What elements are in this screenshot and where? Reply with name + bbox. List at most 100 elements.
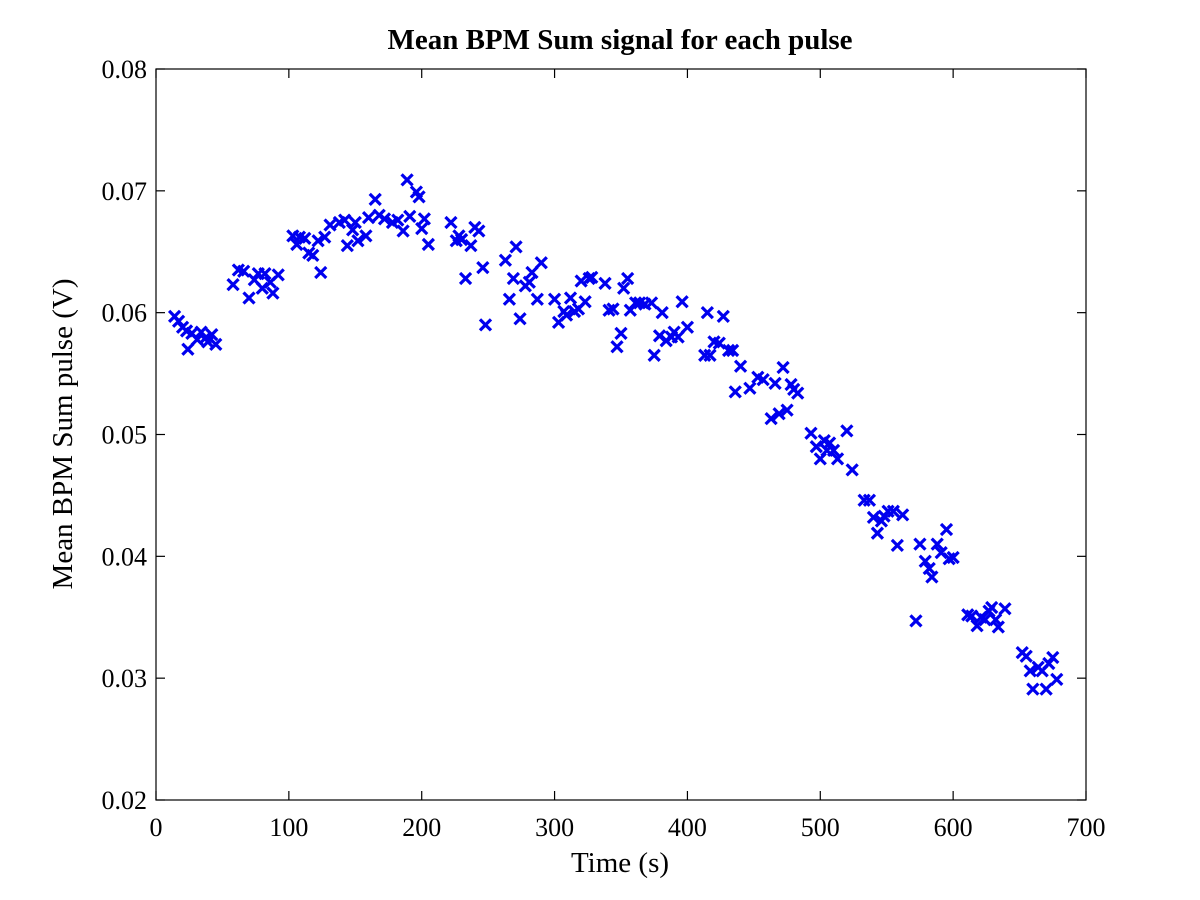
y-tick-label: 0.05 [102,421,148,450]
data-point [866,510,881,524]
data-point [226,278,240,292]
data-points [167,173,1064,696]
y-tick-label: 0.04 [102,542,148,571]
data-point [345,223,360,237]
data-point [985,600,999,615]
data-point [1046,650,1060,665]
x-axis-label: Time (s) [571,847,669,879]
x-tick-label: 100 [269,813,308,842]
x-tick-label: 600 [934,813,973,842]
x-tick-label: 700 [1067,813,1106,842]
data-point [700,306,714,320]
data-point [298,231,312,245]
data-point [513,312,527,326]
data-point [680,320,695,334]
data-point [498,253,513,267]
y-tick-label: 0.07 [102,177,148,206]
data-point [644,296,659,310]
data-point [417,212,432,226]
data-point [559,308,574,322]
data-point [444,215,458,230]
data-point [791,386,805,400]
data-point [340,239,354,253]
data-point [563,291,578,305]
data-point [209,337,223,351]
data-point [939,522,954,537]
data-point [614,326,628,341]
data-point [1019,649,1033,663]
data-point [922,561,936,576]
data-point [804,426,818,440]
data-point [830,452,845,466]
data-point [368,192,382,206]
data-point [909,614,923,628]
data-point [606,302,620,316]
data-point [721,343,736,358]
y-tick-label: 0.08 [102,55,148,84]
data-point [1050,672,1064,687]
data-point [396,224,410,238]
data-point [585,270,599,284]
data-point [271,268,285,282]
x-tick-label: 400 [668,813,707,842]
data-point [768,376,782,390]
data-point [525,265,539,280]
data-point [181,342,195,356]
x-tick-label: 300 [535,813,574,842]
data-point [314,265,328,280]
data-point [323,218,337,232]
data-point [506,271,521,286]
data-point [415,221,429,236]
data-point [403,209,417,224]
data-point [1039,682,1053,696]
data-point [886,504,900,518]
data-point [743,381,757,395]
data-point [845,463,859,477]
data-point [840,424,854,438]
data-point [530,292,544,306]
data-point [725,343,740,358]
data-point [242,291,256,305]
data-point [464,239,478,253]
y-tick-label: 0.06 [102,299,148,328]
data-point [925,570,939,584]
data-point [780,403,794,417]
data-point [361,211,376,225]
data-point [306,248,320,263]
data-point [776,360,790,375]
data-point [978,613,992,627]
data-point [621,271,635,286]
data-point [826,443,841,457]
data-point [1023,664,1037,678]
data-point [266,286,280,300]
data-point [547,292,562,306]
data-point [391,213,405,227]
data-point [377,212,392,226]
data-point [913,537,927,551]
data-point [756,373,770,387]
data-point [733,359,748,373]
data-point [598,276,612,291]
data-point [258,267,272,281]
data-point [989,613,1003,627]
data-point [472,224,486,238]
data-point [318,230,332,244]
data-point [991,620,1005,634]
data-point [421,237,435,252]
data-point [311,234,325,248]
y-tick-label: 0.02 [102,786,148,815]
data-point [502,292,517,306]
y-tick-label: 0.03 [102,664,148,693]
data-point [237,264,251,278]
x-tick-label: 200 [402,813,441,842]
data-point [400,173,414,187]
data-point [716,309,730,323]
data-point [703,348,717,362]
data-point [728,385,742,399]
data-point [458,271,473,286]
data-point [351,234,365,248]
data-point [896,508,910,522]
chart-title: Mean BPM Sum signal for each pulse [387,24,852,56]
